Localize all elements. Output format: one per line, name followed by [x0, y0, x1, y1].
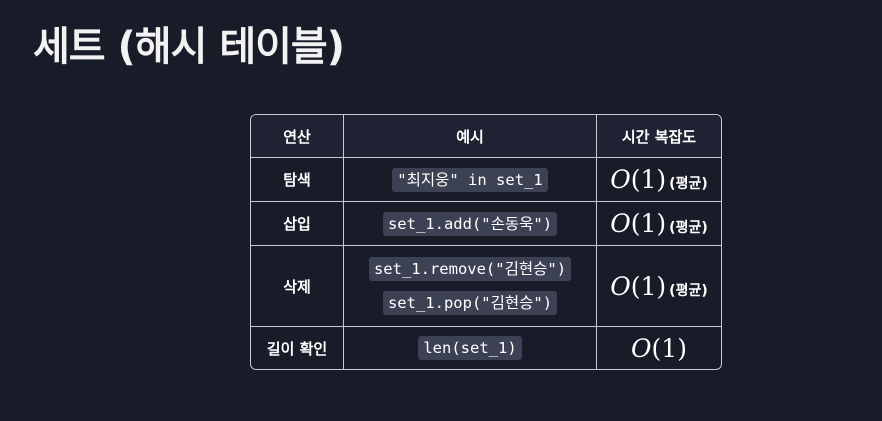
- code-snippet: set_1.pop("김현승"): [382, 291, 558, 315]
- table-row: 길이 확인 len(set_1) O(1): [251, 326, 722, 370]
- header-complexity: 시간 복잡도: [596, 115, 721, 158]
- complexity-value: O(1): [610, 209, 667, 238]
- complexity-cell: O(1): [597, 327, 722, 370]
- example-cell: set_1.add("손동욱"): [343, 201, 597, 246]
- table-header-row: 연산 예시 시간 복잡도: [251, 115, 721, 158]
- operation-cell: 탐색: [251, 157, 344, 202]
- complexity-note: (평균): [669, 282, 708, 299]
- header-operation: 연산: [251, 115, 344, 158]
- complexity-note: (평균): [669, 220, 708, 236]
- operation-cell: 길이 확인: [251, 326, 344, 369]
- example-cell: "최지웅" in set_1: [343, 157, 597, 202]
- complexity-note: (평균): [669, 176, 708, 192]
- complexity-cell: O(1) (평균): [596, 201, 721, 246]
- complexity-value: O(1): [631, 333, 687, 363]
- operation-cell: 삭제: [251, 245, 344, 327]
- example-cell: set_1.remove("김현승") set_1.pop("김현승"): [343, 245, 597, 327]
- header-example: 예시: [343, 115, 597, 158]
- code-snippet: len(set_1): [418, 336, 522, 360]
- page-title: 세트 (해시 테이블): [33, 24, 345, 70]
- complexity-table: 연산 예시 시간 복잡도 탐색 "최지웅" in set_1 O(1) (평균) …: [250, 114, 722, 370]
- example-cell: len(set_1): [343, 326, 597, 369]
- code-snippet: set_1.remove("김현승"): [368, 257, 572, 281]
- code-snippet: set_1.add("손동욱"): [382, 211, 558, 236]
- complexity-cell: O(1) (평균): [596, 245, 721, 327]
- table-row: 삽입 set_1.add("손동욱") O(1) (평균): [251, 201, 721, 246]
- complexity-value: O(1): [610, 271, 667, 301]
- operation-cell: 삽입: [251, 201, 344, 246]
- table-row: 삭제 set_1.remove("김현승") set_1.pop("김현승") …: [251, 245, 721, 327]
- complexity-cell: O(1) (평균): [596, 157, 721, 202]
- complexity-value: O(1): [610, 165, 667, 194]
- table-row: 탐색 "최지웅" in set_1 O(1) (평균): [251, 157, 721, 202]
- code-snippet: "최지웅" in set_1: [392, 167, 548, 192]
